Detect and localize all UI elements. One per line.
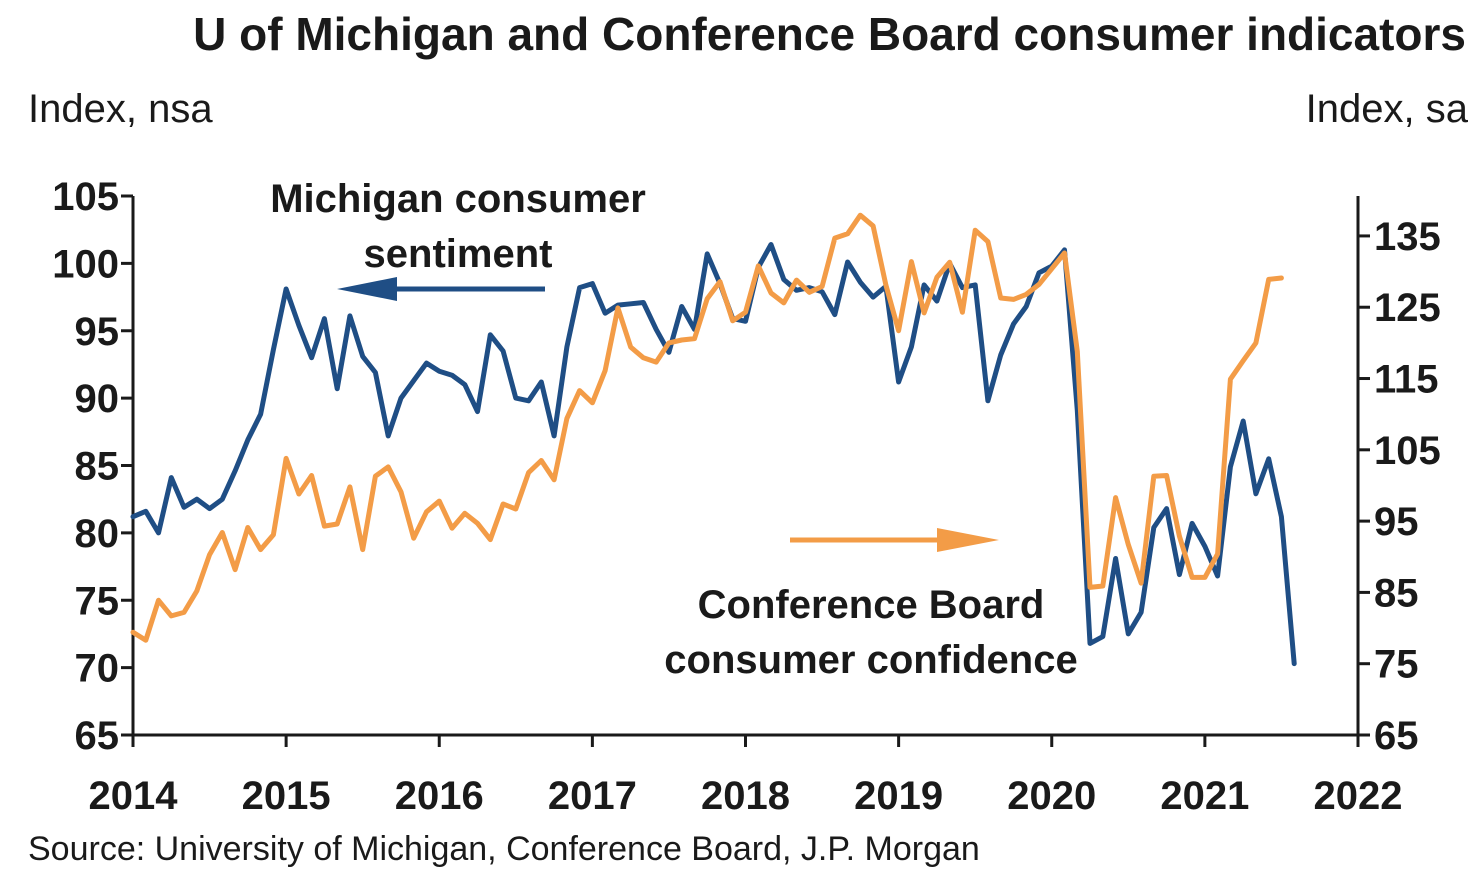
annotation-michigan-line-1: Michigan consumer [270,177,646,221]
left-tick-label: 70 [75,647,120,691]
right-tick-label: 95 [1374,500,1419,544]
left-tick-label: 105 [52,175,119,219]
right-tick-label: 125 [1374,286,1441,330]
x-tick-label: 2020 [1007,774,1096,818]
left-tick-label: 65 [75,714,120,758]
chart-title: U of Michigan and Conference Board consu… [193,8,1466,60]
left-tick-label: 100 [52,242,119,286]
x-tick-label: 2018 [701,774,790,818]
left-tick-label: 90 [75,377,120,421]
x-tick-label: 2022 [1314,774,1403,818]
left-tick-label: 95 [75,310,120,354]
right-tick-label: 115 [1374,358,1439,402]
source-note: Source: University of Michigan, Conferen… [28,830,980,868]
x-tick-label: 2015 [242,774,331,818]
right-arrow-head-icon [937,528,999,552]
left-tick-label: 75 [75,579,120,623]
series-line-michigan [130,242,1297,667]
right-tick-label: 135 [1374,215,1441,259]
right-tick-label: 105 [1374,429,1441,473]
right-tick-label: 65 [1374,714,1419,758]
right-tick-label: 85 [1374,571,1419,615]
x-tick-label: 2016 [395,774,484,818]
right-axis-unit-label: Index, sa [1306,87,1469,131]
series-layer [130,212,1297,667]
series-line-conference [130,212,1284,643]
annotation-michigan: Michigan consumer sentiment [270,177,646,301]
axes: 105 100 95 90 85 80 75 70 65 135 125 115 105 95 85 75 65… [52,175,1441,818]
x-tick-label: 2017 [548,774,637,818]
annotation-conference: Conference Board consumer confidence [664,528,1078,682]
left-tick-label: 85 [75,445,120,489]
left-axis-unit-label: Index, nsa [28,87,213,131]
annotation-conference-line-2: consumer confidence [664,638,1077,682]
x-tick-label: 2014 [89,774,179,818]
left-tick-label: 80 [75,512,120,556]
right-tick-label: 75 [1374,643,1419,687]
annotation-michigan-line-2: sentiment [364,232,553,276]
x-tick-label: 2021 [1160,774,1249,818]
annotation-conference-line-1: Conference Board [698,583,1045,627]
left-arrow-head-icon [337,277,397,301]
x-tick-label: 2019 [854,774,943,818]
